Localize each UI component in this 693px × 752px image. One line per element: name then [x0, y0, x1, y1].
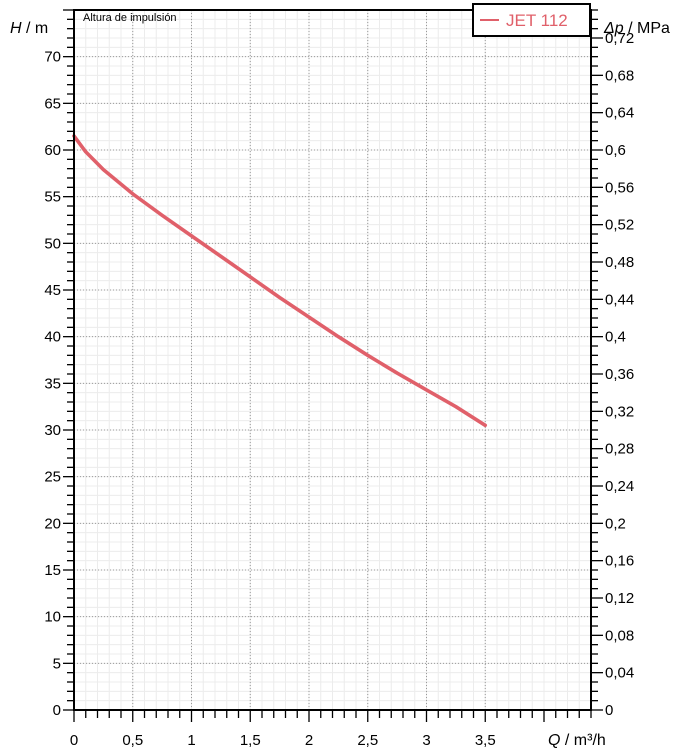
x-axis-label: Q / m³/h [548, 732, 606, 749]
y-left-axis-symbol: H [10, 20, 22, 37]
y-left-tick-label: 5 [53, 655, 61, 672]
series-line-jet-112 [72, 134, 487, 428]
y-right-tick-label: 0,24 [605, 478, 634, 495]
x-tick-label: 2 [305, 732, 313, 749]
series-layer [72, 134, 487, 428]
y-right-tick-label: 0,12 [605, 590, 634, 607]
y-left-tick-label: 10 [44, 609, 61, 626]
y-right-tick-label: 0,52 [605, 217, 634, 234]
y-left-tick-label: 15 [44, 562, 61, 579]
y-right-tick-label: 0,48 [605, 254, 634, 271]
x-tick-label: 2,5 [357, 732, 378, 749]
y-right-tick-label: 0,64 [605, 105, 634, 122]
y-left-tick-label: 40 [44, 329, 61, 346]
y-right-axis-label: Δp / MPa [603, 20, 670, 37]
y-right-tick-label: 0,72 [605, 30, 634, 47]
y-left-tick-label: 65 [44, 95, 61, 112]
y-right-tick-label: 0,16 [605, 553, 634, 570]
y-right-tick-label: 0,68 [605, 67, 634, 84]
y-left-tick-label: 30 [44, 422, 61, 439]
x-tick-label: 0,5 [122, 732, 143, 749]
grid [74, 10, 591, 710]
y-right-axis-symbol: Δp [603, 20, 624, 37]
x-tick-label: 1 [187, 732, 195, 749]
y-right-tick-label: 0,56 [605, 179, 634, 196]
chart-title: Altura de impulsión [83, 12, 177, 24]
y-left-axis-unit: m [35, 20, 48, 37]
x-tick-label: 3 [422, 732, 430, 749]
y-left-tick-label: 0 [53, 702, 61, 719]
y-left-tick-label: 20 [44, 515, 61, 532]
y-right-tick-label: 0,2 [605, 515, 626, 532]
y-left-tick-label: 35 [44, 375, 61, 392]
legend-entry-label: JET 112 [506, 11, 568, 30]
y-left-tick-label: 50 [44, 235, 61, 252]
y-left-axis-label: H / m [10, 20, 48, 37]
x-axis-unit: m³/h [574, 732, 606, 749]
x-axis-symbol: Q [548, 732, 560, 749]
x-tick-label: 0 [70, 732, 78, 749]
y-right-axis-unit: MPa [637, 20, 670, 37]
y-right-tick-label: 0,6 [605, 142, 626, 159]
axes: 051015202530354045505560657000,040,080,1… [44, 9, 634, 749]
y-right-tick-label: 0,08 [605, 627, 634, 644]
y-left-tick-label: 60 [44, 142, 61, 159]
y-right-tick-label: 0,32 [605, 403, 634, 420]
y-right-tick-label: 0,44 [605, 291, 634, 308]
y-right-tick-label: 0,36 [605, 366, 634, 383]
y-right-tick-label: 0,04 [605, 665, 634, 682]
y-right-tick-label: 0,28 [605, 441, 634, 458]
y-right-tick-label: 0,4 [605, 329, 626, 346]
y-left-tick-label: 25 [44, 469, 61, 486]
y-left-tick-label: 55 [44, 189, 61, 206]
x-tick-label: 1,5 [240, 732, 261, 749]
legend: JET 112 [472, 3, 591, 37]
y-right-tick-label: 0 [605, 702, 613, 719]
x-tick-label: 3,5 [475, 732, 496, 749]
y-left-tick-label: 70 [44, 49, 61, 66]
y-left-tick-label: 45 [44, 282, 61, 299]
